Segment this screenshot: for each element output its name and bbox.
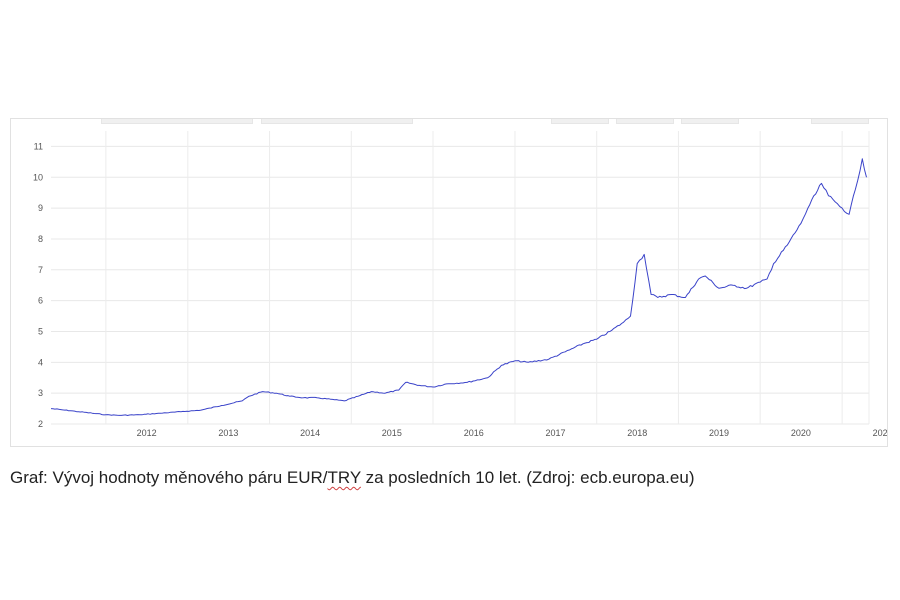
x-tick-label: 2012 xyxy=(137,428,157,438)
figure-caption: Graf: Vývoj hodnoty měnového páru EUR/TR… xyxy=(10,468,694,488)
y-tick-label: 6 xyxy=(38,296,43,306)
line-chart: 2 3 4 5 6 7 8 9 10 11 2012 2013 2014 2015 2016 2017 2018… xyxy=(33,131,887,438)
chart-frame: 2 3 4 5 6 7 8 9 10 11 2012 2013 2014 2015 2016 2017 2018… xyxy=(10,118,888,447)
chart-control-6[interactable] xyxy=(811,119,869,124)
x-tick-label: 2013 xyxy=(218,428,238,438)
y-tick-label: 2 xyxy=(38,419,43,429)
y-tick-label: 7 xyxy=(38,265,43,275)
y-tick-label: 4 xyxy=(38,357,43,367)
chart-control-5[interactable] xyxy=(681,119,739,124)
chart-control-3[interactable] xyxy=(551,119,609,124)
chart-control-2[interactable] xyxy=(261,119,413,124)
y-tick-label: 5 xyxy=(38,326,43,336)
x-tick-label: 2014 xyxy=(300,428,320,438)
x-tick-label: 2018 xyxy=(627,428,647,438)
caption-text-marked: TRY xyxy=(327,468,361,487)
y-tick-label: 3 xyxy=(38,388,43,398)
x-tick-label: 2017 xyxy=(545,428,565,438)
chart-control-1[interactable] xyxy=(101,119,253,124)
x-tick-label: 2015 xyxy=(382,428,402,438)
caption-text-start: Graf: Vývoj hodnoty měnového páru EUR/ xyxy=(10,468,328,487)
chart-control-4[interactable] xyxy=(616,119,674,124)
y-tick-label: 11 xyxy=(34,141,43,151)
x-tick-label: 2016 xyxy=(464,428,484,438)
y-tick-label: 8 xyxy=(38,234,43,244)
x-tick-label: 2020 xyxy=(791,428,811,438)
y-tick-label: 9 xyxy=(38,203,43,213)
y-tick-label: 10 xyxy=(33,172,43,182)
caption-text-end: za posledních 10 let. (Zdroj: ecb.europa… xyxy=(360,468,695,487)
series-line xyxy=(50,158,867,416)
x-tick-label: 2021 xyxy=(873,428,887,438)
x-tick-label: 2019 xyxy=(709,428,729,438)
